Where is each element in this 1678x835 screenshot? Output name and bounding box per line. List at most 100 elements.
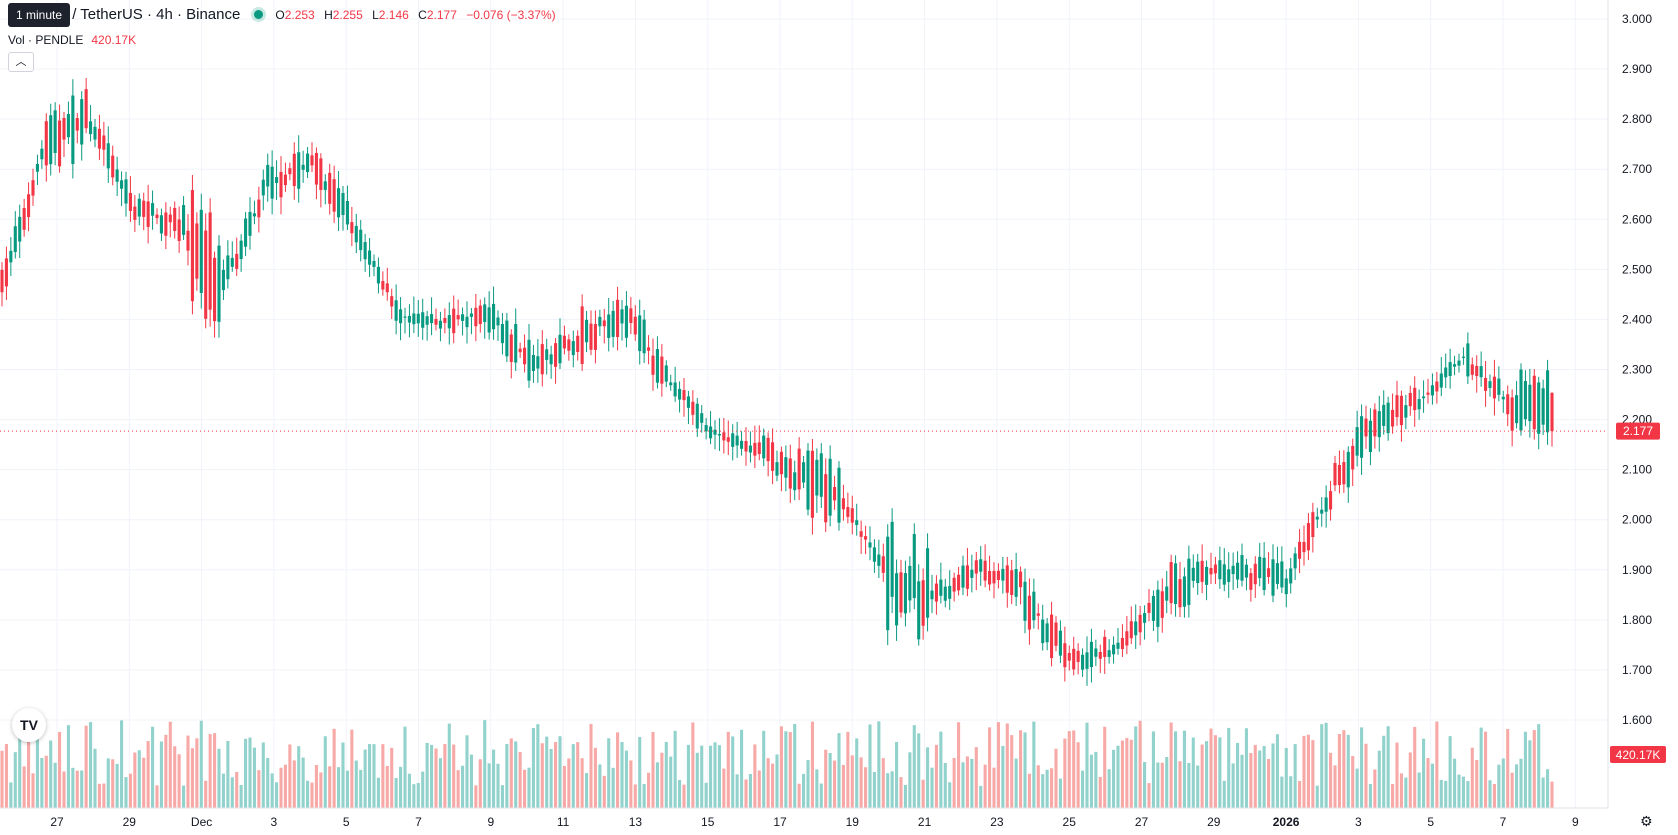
volume-bar <box>1329 752 1333 808</box>
candle-body <box>771 442 775 471</box>
candle <box>810 438 814 535</box>
volume-bar <box>748 773 752 808</box>
candle <box>1453 355 1457 376</box>
volume-legend-label[interactable]: Vol · PENDLE <box>8 33 84 47</box>
collapse-legend-button[interactable]: ︿ <box>8 52 34 72</box>
candle-body <box>1488 381 1492 388</box>
candle-body <box>979 559 983 572</box>
volume-bar <box>345 770 349 808</box>
candle <box>686 390 690 425</box>
y-tick-label: 2.000 <box>1622 513 1652 527</box>
candle-body <box>1506 394 1510 415</box>
market-status-dot[interactable] <box>254 10 264 19</box>
volume-bar <box>1532 730 1536 808</box>
volume-bar <box>1492 784 1496 808</box>
candle-body <box>35 163 39 172</box>
volume-bar <box>664 741 668 808</box>
tradingview-logo-icon[interactable]: TV <box>12 708 46 742</box>
candle-body <box>1404 405 1408 418</box>
candle <box>1457 353 1461 373</box>
y-tick-label: 2.300 <box>1622 363 1652 377</box>
candle <box>430 297 434 336</box>
candle-body <box>137 198 141 217</box>
candle <box>257 186 261 233</box>
volume-bar <box>469 754 473 808</box>
x-tick-label: 5 <box>343 815 350 829</box>
price-axis[interactable]: 3.000 2.900 2.800 2.700 2.600 2.500 2.400 2.300… <box>1622 12 1652 727</box>
candle-body <box>828 458 832 516</box>
candle <box>204 213 208 329</box>
volume-bar <box>647 772 651 808</box>
candle <box>864 525 868 555</box>
volume-bar <box>1010 735 1014 808</box>
candle-body <box>310 155 314 166</box>
candle-body <box>815 459 819 496</box>
y-tick-label: 2.700 <box>1622 162 1652 176</box>
candle-body <box>252 213 256 217</box>
volume-bar <box>71 767 75 808</box>
candle <box>93 119 97 148</box>
candle <box>1492 359 1496 416</box>
candle-body <box>1218 560 1222 580</box>
candle <box>1218 546 1222 589</box>
volume-bar <box>452 744 456 808</box>
candle <box>461 307 465 336</box>
volume-bar <box>965 756 969 808</box>
candle <box>80 91 84 161</box>
volume-bar <box>1209 728 1213 808</box>
candle-body <box>602 320 606 327</box>
volume-bar <box>1501 758 1505 808</box>
volume-bar <box>381 744 385 808</box>
candle-body <box>1200 560 1204 582</box>
candle-body <box>283 174 287 186</box>
volume-bar <box>531 727 535 808</box>
volume-bar <box>549 749 553 808</box>
candle <box>328 163 332 215</box>
candle-body <box>71 95 75 164</box>
candle <box>416 300 420 337</box>
gear-icon[interactable]: ⚙ <box>1640 813 1653 829</box>
candle <box>438 311 442 342</box>
candle <box>319 153 323 208</box>
volume-bar <box>607 738 611 808</box>
candle-body <box>939 579 943 596</box>
candle <box>589 310 593 356</box>
candle <box>554 337 558 384</box>
candle-body <box>1515 395 1519 424</box>
volume-bar <box>199 720 203 808</box>
candle <box>753 425 757 469</box>
candle <box>1129 606 1133 645</box>
candle <box>514 308 518 372</box>
candle-body <box>633 316 637 335</box>
candle <box>71 79 75 179</box>
candle <box>53 102 57 166</box>
candle <box>877 539 881 578</box>
candle-body <box>217 245 221 322</box>
candle <box>1324 485 1328 528</box>
volume-bar <box>341 742 345 808</box>
volume-bar <box>686 744 690 808</box>
volume-bar <box>350 729 354 808</box>
candle-body <box>558 334 562 364</box>
candle-body <box>943 586 947 601</box>
time-axis[interactable]: 27 29 Dec 3 5 7 9 11 13 15 17 19 21 23 25 27 29 2026 3 5 7 9 <box>50 815 1579 829</box>
candle <box>819 443 823 508</box>
candle <box>492 286 496 340</box>
candle <box>182 196 186 240</box>
candle <box>1417 389 1421 420</box>
volume-bar <box>1191 737 1195 808</box>
candle <box>545 338 549 375</box>
candle-body <box>593 324 597 350</box>
candle <box>500 313 504 355</box>
candle-body <box>841 498 845 510</box>
volume-bar <box>257 770 261 808</box>
volume-bar <box>190 748 194 808</box>
volume-bar <box>275 782 279 808</box>
volume-bar <box>589 723 593 808</box>
volume-bar <box>943 762 947 808</box>
volume-bar <box>27 728 31 808</box>
volume-bar <box>642 784 646 808</box>
candle <box>1125 616 1129 655</box>
volume-bar <box>244 738 248 808</box>
